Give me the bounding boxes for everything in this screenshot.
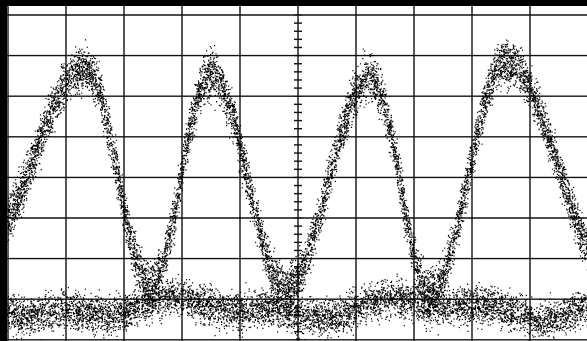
- oscilloscope-screen: [0, 0, 587, 341]
- left-border: [0, 0, 7, 341]
- top-border: [0, 0, 587, 6]
